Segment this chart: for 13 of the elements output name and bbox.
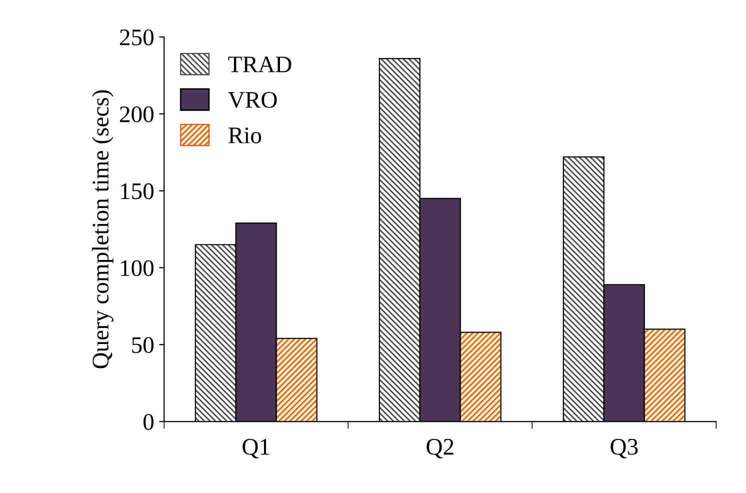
legend-label: TRAD bbox=[228, 56, 292, 72]
x-tick-label: Q2 bbox=[426, 438, 454, 458]
y-tick-label: 100 bbox=[121, 260, 154, 276]
y-axis-title: Query completion time (secs) bbox=[92, 90, 114, 368]
y-tick-label: 50 bbox=[132, 337, 154, 354]
legend-label: Rio bbox=[228, 127, 262, 144]
x-tick-label: Q1 bbox=[242, 438, 270, 458]
y-tick-label: 250 bbox=[120, 29, 154, 46]
y-tick-label: 200 bbox=[120, 106, 154, 122]
legend-label: VRO bbox=[228, 92, 277, 108]
y-tick-label: 150 bbox=[121, 183, 154, 200]
y-tick-label: 0 bbox=[143, 414, 154, 430]
x-tick-label: Q3 bbox=[610, 438, 638, 458]
